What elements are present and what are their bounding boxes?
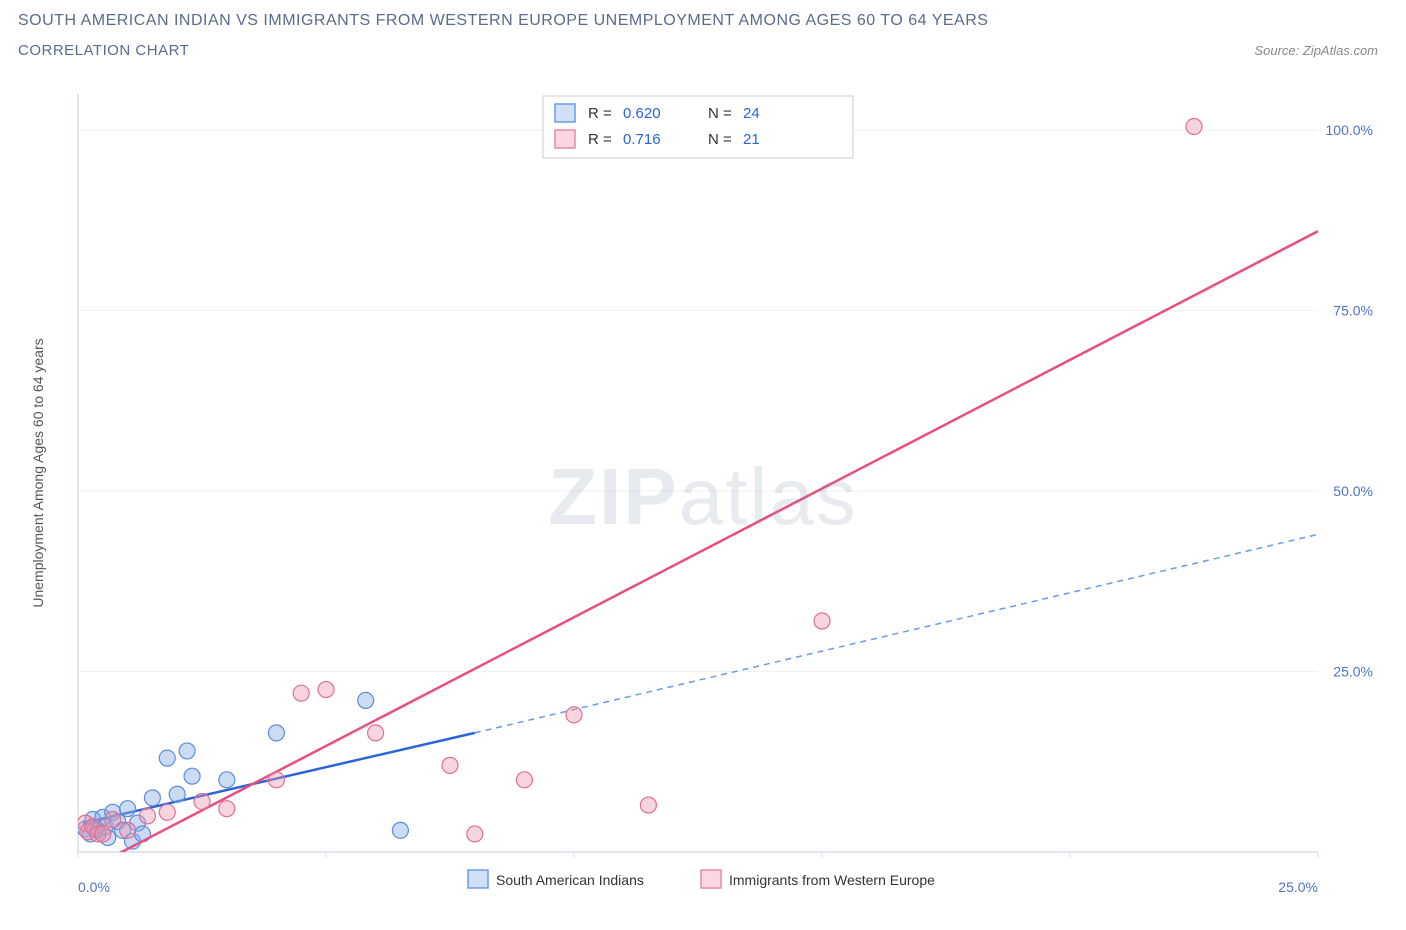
svg-text:0.716: 0.716 [623, 131, 661, 148]
svg-text:25.0%: 25.0% [1333, 664, 1373, 680]
svg-text:Unemployment Among Ages 60 to: Unemployment Among Ages 60 to 64 years [30, 338, 46, 607]
chart-title: SOUTH AMERICAN INDIAN VS IMMIGRANTS FROM… [18, 12, 1388, 30]
svg-text:0.0%: 0.0% [78, 879, 110, 895]
correlation-chart: 25.0% 50.0% 75.0% 100.0% 0.0% 25.0% Unemployme… [18, 82, 1388, 912]
svg-text:24: 24 [743, 105, 760, 122]
svg-text:21: 21 [743, 131, 760, 148]
svg-text:75.0%: 75.0% [1333, 303, 1373, 319]
svg-text:R =: R = [588, 131, 612, 148]
svg-text:100.0%: 100.0% [1326, 122, 1373, 138]
svg-text:Immigrants from Western Europe: Immigrants from Western Europe [729, 872, 935, 888]
chart-header: SOUTH AMERICAN INDIAN VS IMMIGRANTS FROM… [0, 0, 1406, 59]
svg-text:25.0%: 25.0% [1278, 879, 1318, 895]
svg-text:R =: R = [588, 105, 612, 122]
svg-text:South American Indians: South American Indians [496, 872, 644, 888]
chart-subtitle: CORRELATION CHART [18, 42, 189, 59]
chart-source: Source: ZipAtlas.com [1254, 43, 1388, 58]
svg-text:50.0%: 50.0% [1333, 483, 1373, 499]
chart-container: 25.0% 50.0% 75.0% 100.0% 0.0% 25.0% Unemployme… [18, 82, 1388, 912]
svg-text:N =: N = [708, 131, 732, 148]
svg-text:0.620: 0.620 [623, 105, 661, 122]
svg-text:N =: N = [708, 105, 732, 122]
